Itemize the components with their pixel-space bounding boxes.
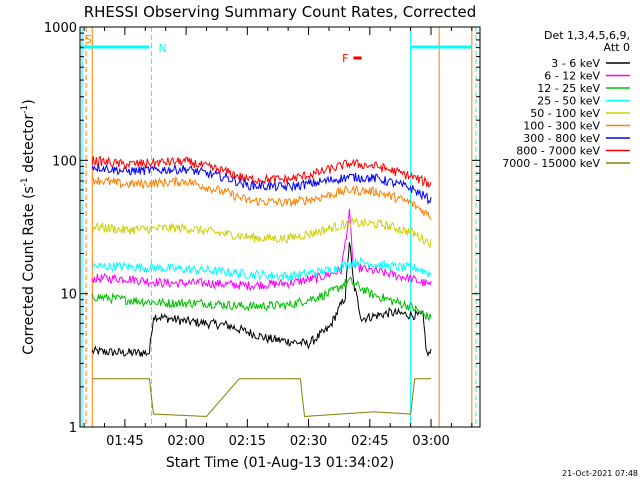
- legend-label: 6 - 12 keV: [544, 70, 600, 83]
- flag-label: N: [158, 42, 166, 55]
- y-tick-label: 10: [60, 288, 77, 303]
- series-line: [91, 208, 432, 292]
- series-line: [91, 276, 432, 322]
- y-axis-label-exponent: -1: [20, 177, 30, 186]
- legend-label: 3 - 6 keV: [551, 57, 600, 70]
- y-axis: 1 10 100 1000: [44, 21, 480, 436]
- series-line: [91, 256, 432, 282]
- x-axis-label: Start Time (01-Aug-13 01:34:02): [166, 455, 394, 471]
- y-tick-label: 1000: [44, 21, 77, 36]
- x-tick-label: 02:45: [351, 434, 388, 449]
- y-axis-label-part: detector: [21, 114, 37, 178]
- chart-title: RHESSI Observing Summary Count Rates, Co…: [84, 3, 477, 21]
- x-axis: 01:45 02:00 02:15 02:30 02:45 03:00: [83, 27, 473, 449]
- x-tick-label: 03:00: [412, 434, 449, 449]
- legend-label: 50 - 100 keV: [530, 107, 600, 120]
- series-line: [91, 242, 432, 358]
- legend-label: 12 - 25 keV: [537, 82, 600, 95]
- legend-label: 7000 - 15000 keV: [502, 157, 600, 170]
- x-tick-label: 01:45: [106, 434, 143, 449]
- legend-header-line-2: Att 0: [604, 41, 630, 54]
- plot-area: S N F: [80, 27, 477, 427]
- footer-timestamp: 21-Oct-2021 07:48: [562, 469, 638, 478]
- y-axis-label-exponent: -1: [20, 105, 30, 114]
- series-line: [91, 156, 432, 189]
- legend-header-line-1: Det 1,3,4,5,6,9,: [544, 29, 630, 42]
- x-tick-label: 02:00: [167, 434, 204, 449]
- y-tick-label: 100: [52, 154, 77, 169]
- y-axis-label-part: Corrected Count Rate (s: [21, 186, 37, 354]
- y-tick-label: 1: [69, 421, 77, 436]
- series-line: [92, 378, 431, 417]
- x-tick-label: 02:30: [290, 434, 327, 449]
- legend-label: 25 - 50 keV: [537, 95, 600, 108]
- series-line: [91, 163, 432, 206]
- y-axis-label-part: ): [21, 99, 37, 104]
- flag-label: S: [85, 33, 92, 46]
- y-axis-label: Corrected Count Rate (s-1 detector-1): [20, 99, 37, 354]
- legend-label: 100 - 300 keV: [523, 120, 600, 133]
- legend-label: 800 - 7000 keV: [516, 145, 600, 158]
- x-tick-label: 02:15: [229, 434, 266, 449]
- flag-label: F: [342, 52, 348, 65]
- series-line: [91, 217, 432, 249]
- plot-frame: [79, 26, 481, 428]
- legend-label: 300 - 800 keV: [523, 132, 600, 145]
- series-line: [91, 175, 432, 221]
